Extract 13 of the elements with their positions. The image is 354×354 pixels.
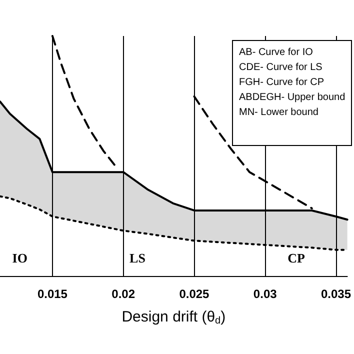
x-tick-label: 0.03 [253,287,278,301]
x-tick-label: 0.035 [320,287,352,301]
annotation: ABDEGH- Upper bound [239,91,346,105]
x-tick-label: 0.02 [112,287,136,301]
annotation: AB- Curve for IO [239,46,314,60]
annotation: CP [288,250,306,266]
annotation: CDE- Curve for LS [239,61,324,75]
x-tick-label: 0.015 [37,287,68,301]
annotation: MN- Lower bound [239,106,320,120]
annotation: IO [12,250,28,266]
annotation: FGH- Curve for CP [239,76,326,90]
x-tick-label: 0.025 [179,287,210,301]
annotation: LS [130,250,146,266]
